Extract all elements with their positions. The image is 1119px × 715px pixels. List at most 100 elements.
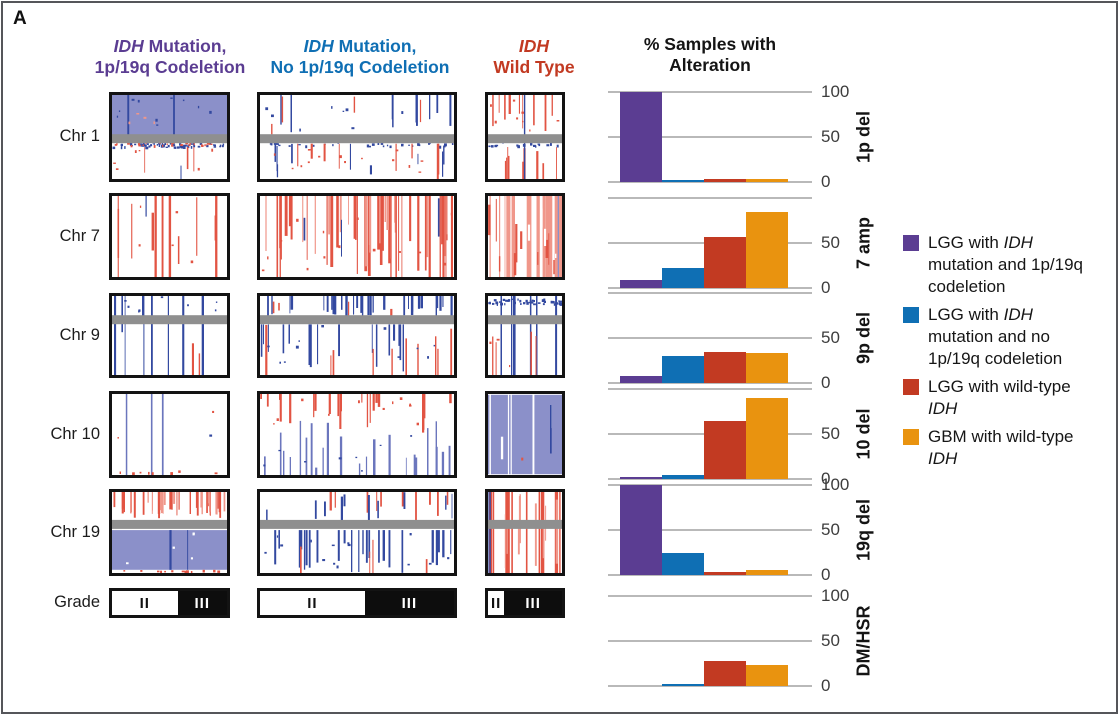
gridline bbox=[608, 388, 812, 390]
gridline bbox=[608, 181, 812, 183]
heatmap-panel-chr1-idh-wt bbox=[485, 92, 565, 182]
gridline bbox=[608, 382, 812, 384]
legend-item-2: LGG with IDH mutation and no 1p/19q code… bbox=[903, 304, 1113, 370]
panel-label: A bbox=[13, 8, 27, 29]
legend: LGG with IDH mutation and 1p/19q codelet… bbox=[903, 232, 1113, 476]
bar-9p-del-group1 bbox=[620, 375, 662, 383]
bar-9p-del-group2 bbox=[662, 356, 704, 383]
heatmap-panel-chr10-idh-mut-nocodel bbox=[257, 391, 457, 478]
grade-label: Grade bbox=[54, 593, 100, 611]
tick-label: 50 bbox=[821, 233, 840, 252]
bar-chart-dm-hsr: 100 50 0 DM/HSR bbox=[608, 586, 874, 695]
legend-label: LGG with wild-type IDH bbox=[928, 377, 1071, 418]
heatmap-canvas bbox=[488, 492, 562, 573]
heatmap-canvas bbox=[117, 196, 218, 277]
heatmap-canvas bbox=[117, 394, 218, 475]
bar-10-del-group1 bbox=[620, 477, 662, 479]
axis-label-dm-hsr: DM/HSR bbox=[853, 605, 874, 677]
heatmap-canvas bbox=[488, 95, 562, 179]
heatmap-panel-chr9-idh-wt bbox=[485, 293, 565, 378]
bar-7-amp-group1 bbox=[620, 279, 662, 288]
heatmap-canvas bbox=[260, 95, 454, 179]
legend-item-3: LGG with wild-type IDH bbox=[903, 376, 1113, 420]
grade-section-ii: II bbox=[112, 591, 178, 615]
heatmap-panel-chr1-idh-mut-nocodel bbox=[257, 92, 457, 182]
heatmap-canvas bbox=[260, 394, 452, 475]
heatmap-canvas bbox=[488, 394, 562, 475]
bar-1p-del-group2 bbox=[662, 180, 704, 182]
legend-swatch bbox=[903, 379, 919, 395]
heatmap-panel-chr7-idh-wt bbox=[485, 193, 565, 280]
heatmap-panel-chr10-idh-mut-codel bbox=[109, 391, 230, 478]
axis-label-7-amp: 7 amp bbox=[853, 216, 874, 270]
gridline bbox=[608, 484, 812, 486]
bar-10-del-group3 bbox=[704, 420, 746, 479]
grade-section-iii: III bbox=[504, 591, 562, 615]
gridline bbox=[608, 136, 812, 138]
chart-title-line2: Alteration bbox=[669, 55, 751, 75]
legend-item-4: GBM with wild-type IDH bbox=[903, 426, 1113, 470]
gridline bbox=[608, 529, 812, 531]
grade-bar-idh-mut-nocodel: II III bbox=[257, 588, 457, 618]
heatmap-panel-chr1-idh-mut-codel bbox=[109, 92, 230, 182]
axis-label-10-del: 10 del bbox=[853, 408, 874, 460]
gridline bbox=[608, 287, 812, 289]
heatmap-panel-chr7-idh-mut-nocodel bbox=[257, 193, 457, 280]
bar-9p-del-group4 bbox=[746, 353, 788, 383]
axis-label-9p-del: 9p del bbox=[853, 311, 874, 365]
tick-label: 50 bbox=[821, 328, 840, 347]
tick-label: 0 bbox=[821, 172, 831, 191]
bar-7-amp-group2 bbox=[662, 268, 704, 288]
heatmap-panel-chr7-idh-mut-codel bbox=[109, 193, 230, 280]
bar-chart-title: % Samples with Alteration bbox=[608, 34, 812, 76]
bar-1p-del-group1 bbox=[620, 92, 662, 182]
axis-label-19q-del: 19q del bbox=[853, 498, 874, 562]
axis-label-1p-del: 1p del bbox=[853, 110, 874, 164]
gridline bbox=[608, 91, 812, 93]
heatmap-canvas bbox=[488, 196, 562, 277]
bar-7-amp-group4 bbox=[746, 211, 788, 288]
tick-label: 50 bbox=[821, 631, 840, 650]
bar-dm-hsr-group4 bbox=[746, 665, 788, 686]
bar-7-amp-group3 bbox=[704, 236, 746, 288]
bar-19q-del-group3 bbox=[704, 572, 746, 575]
tick-label: 0 bbox=[821, 469, 831, 488]
heatmap-canvas bbox=[260, 296, 454, 375]
tick-label: 50 bbox=[821, 127, 840, 146]
row-label-chr7: Chr 7 bbox=[59, 226, 100, 245]
tick-label: 50 bbox=[821, 520, 840, 539]
bar-dm-hsr-group2 bbox=[662, 684, 704, 686]
bar-1p-del-group3 bbox=[704, 179, 746, 182]
column-header-idh-mut-codel: IDH Mutation, 1p/19q Codeletion bbox=[94, 36, 246, 77]
bar-9p-del-group3 bbox=[704, 351, 746, 383]
tick-label: 100 bbox=[821, 586, 850, 605]
heatmap-panel-chr19-idh-wt bbox=[485, 489, 565, 576]
heatmap-panel-chr19-idh-mut-codel bbox=[109, 489, 230, 576]
column-header-idh-wt: IDH Wild Type bbox=[493, 36, 575, 77]
heatmap-canvas bbox=[112, 296, 227, 375]
legend-swatch bbox=[903, 235, 919, 251]
bar-chart-1p-del: 100 50 0 1p del bbox=[608, 82, 874, 191]
legend-swatch bbox=[903, 429, 919, 445]
legend-label: LGG with IDH mutation and no 1p/19q code… bbox=[928, 305, 1063, 368]
bar-1p-del-group4 bbox=[746, 179, 788, 182]
gridline bbox=[608, 337, 812, 339]
bar-19q-del-group4 bbox=[746, 569, 788, 575]
gridline bbox=[608, 478, 812, 480]
grade-section-ii: II bbox=[488, 591, 505, 615]
heatmap-canvas bbox=[112, 492, 227, 573]
legend-swatch bbox=[903, 307, 919, 323]
row-label-chr9: Chr 9 bbox=[59, 325, 100, 344]
row-label-chr1: Chr 1 bbox=[59, 127, 100, 145]
grade-bar-idh-wt: II III bbox=[485, 588, 565, 618]
gridline bbox=[608, 640, 812, 642]
tick-label: 50 bbox=[821, 424, 840, 443]
column-header-idh-mut-nocodel: IDH Mutation, No 1p/19q Codeletion bbox=[270, 36, 450, 77]
bar-chart-7-amp: 50 0 7 amp bbox=[608, 197, 874, 297]
tick-label: 0 bbox=[821, 565, 831, 584]
bar-19q-del-group1 bbox=[620, 485, 662, 575]
gridline bbox=[608, 595, 812, 597]
gridline bbox=[608, 292, 812, 294]
legend-label: GBM with wild-type IDH bbox=[928, 427, 1074, 468]
